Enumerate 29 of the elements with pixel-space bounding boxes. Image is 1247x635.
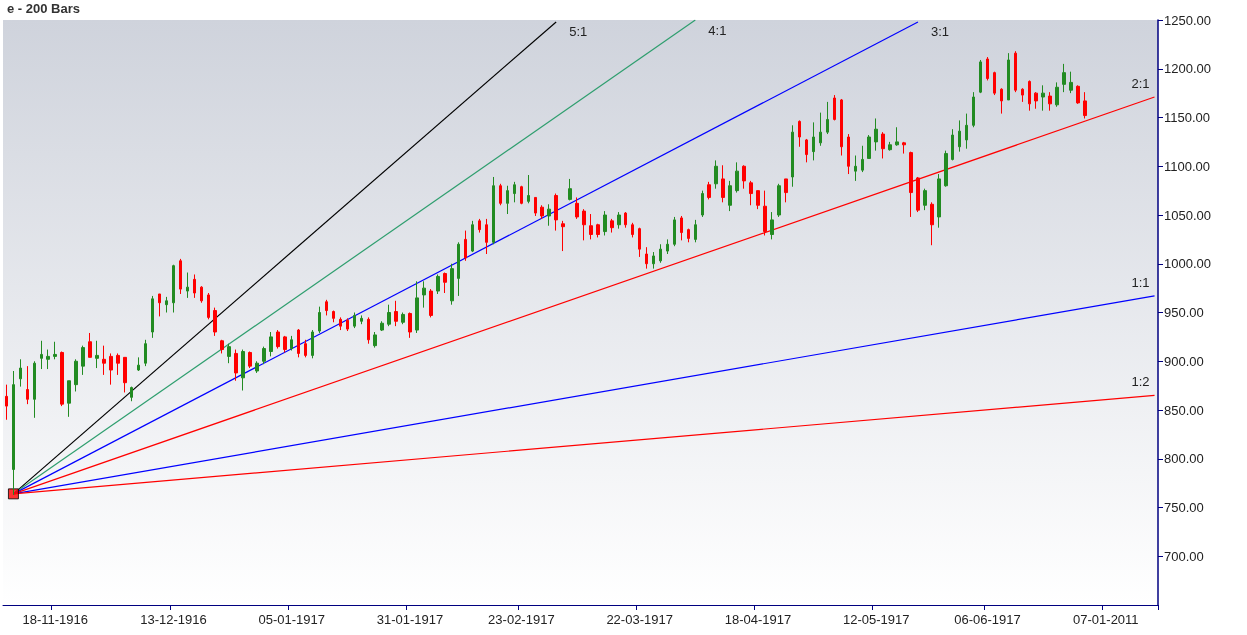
y-tick-label: 1200.00 bbox=[1164, 61, 1211, 77]
y-tick-label: 750.00 bbox=[1164, 500, 1204, 515]
series-label: 3:1 bbox=[930, 24, 950, 40]
x-tick-label: 18-04-1917 bbox=[724, 612, 792, 627]
x-tick-label: 07-01-2011 bbox=[1073, 612, 1139, 627]
y-tick-label: 800.00 bbox=[1164, 451, 1204, 467]
x-tick-label: 12-05-1917 bbox=[842, 612, 910, 627]
series-label: 2:1 bbox=[1131, 76, 1150, 92]
series-label: 4:1 bbox=[708, 22, 727, 38]
y-tick-label: 1050.00 bbox=[1164, 207, 1211, 223]
x-tick-label: 13-12-1916 bbox=[140, 612, 207, 627]
series-label: 5:1 bbox=[569, 24, 588, 40]
y-tick-label: 1250.00 bbox=[1164, 12, 1211, 28]
y-tick-label: 1000.00 bbox=[1164, 256, 1211, 272]
x-tick-label: 06-06-1917 bbox=[954, 612, 1021, 627]
series-label: 1:2 bbox=[1131, 374, 1150, 390]
x-tick-label: 05-01-1917 bbox=[258, 612, 325, 627]
y-tick-label: 1100.00 bbox=[1164, 158, 1211, 174]
x-tick-label: 23-02-1917 bbox=[488, 612, 555, 627]
y-tick-label: 950.00 bbox=[1164, 305, 1204, 320]
series-label: 1:1 bbox=[1131, 274, 1150, 290]
y-tick-label: 850.00 bbox=[1164, 402, 1204, 418]
y-tick-label: 700.00 bbox=[1164, 548, 1204, 564]
y-tick-label: 900.00 bbox=[1164, 353, 1204, 369]
x-tick-label: 22-03-1917 bbox=[606, 612, 673, 627]
x-tick-label: 18-11-1916 bbox=[22, 612, 88, 627]
x-tick-label: 31-01-1917 bbox=[376, 612, 444, 627]
y-tick-label: 1150.00 bbox=[1164, 110, 1211, 125]
chart-title: e - 200 Bars bbox=[7, 1, 80, 16]
